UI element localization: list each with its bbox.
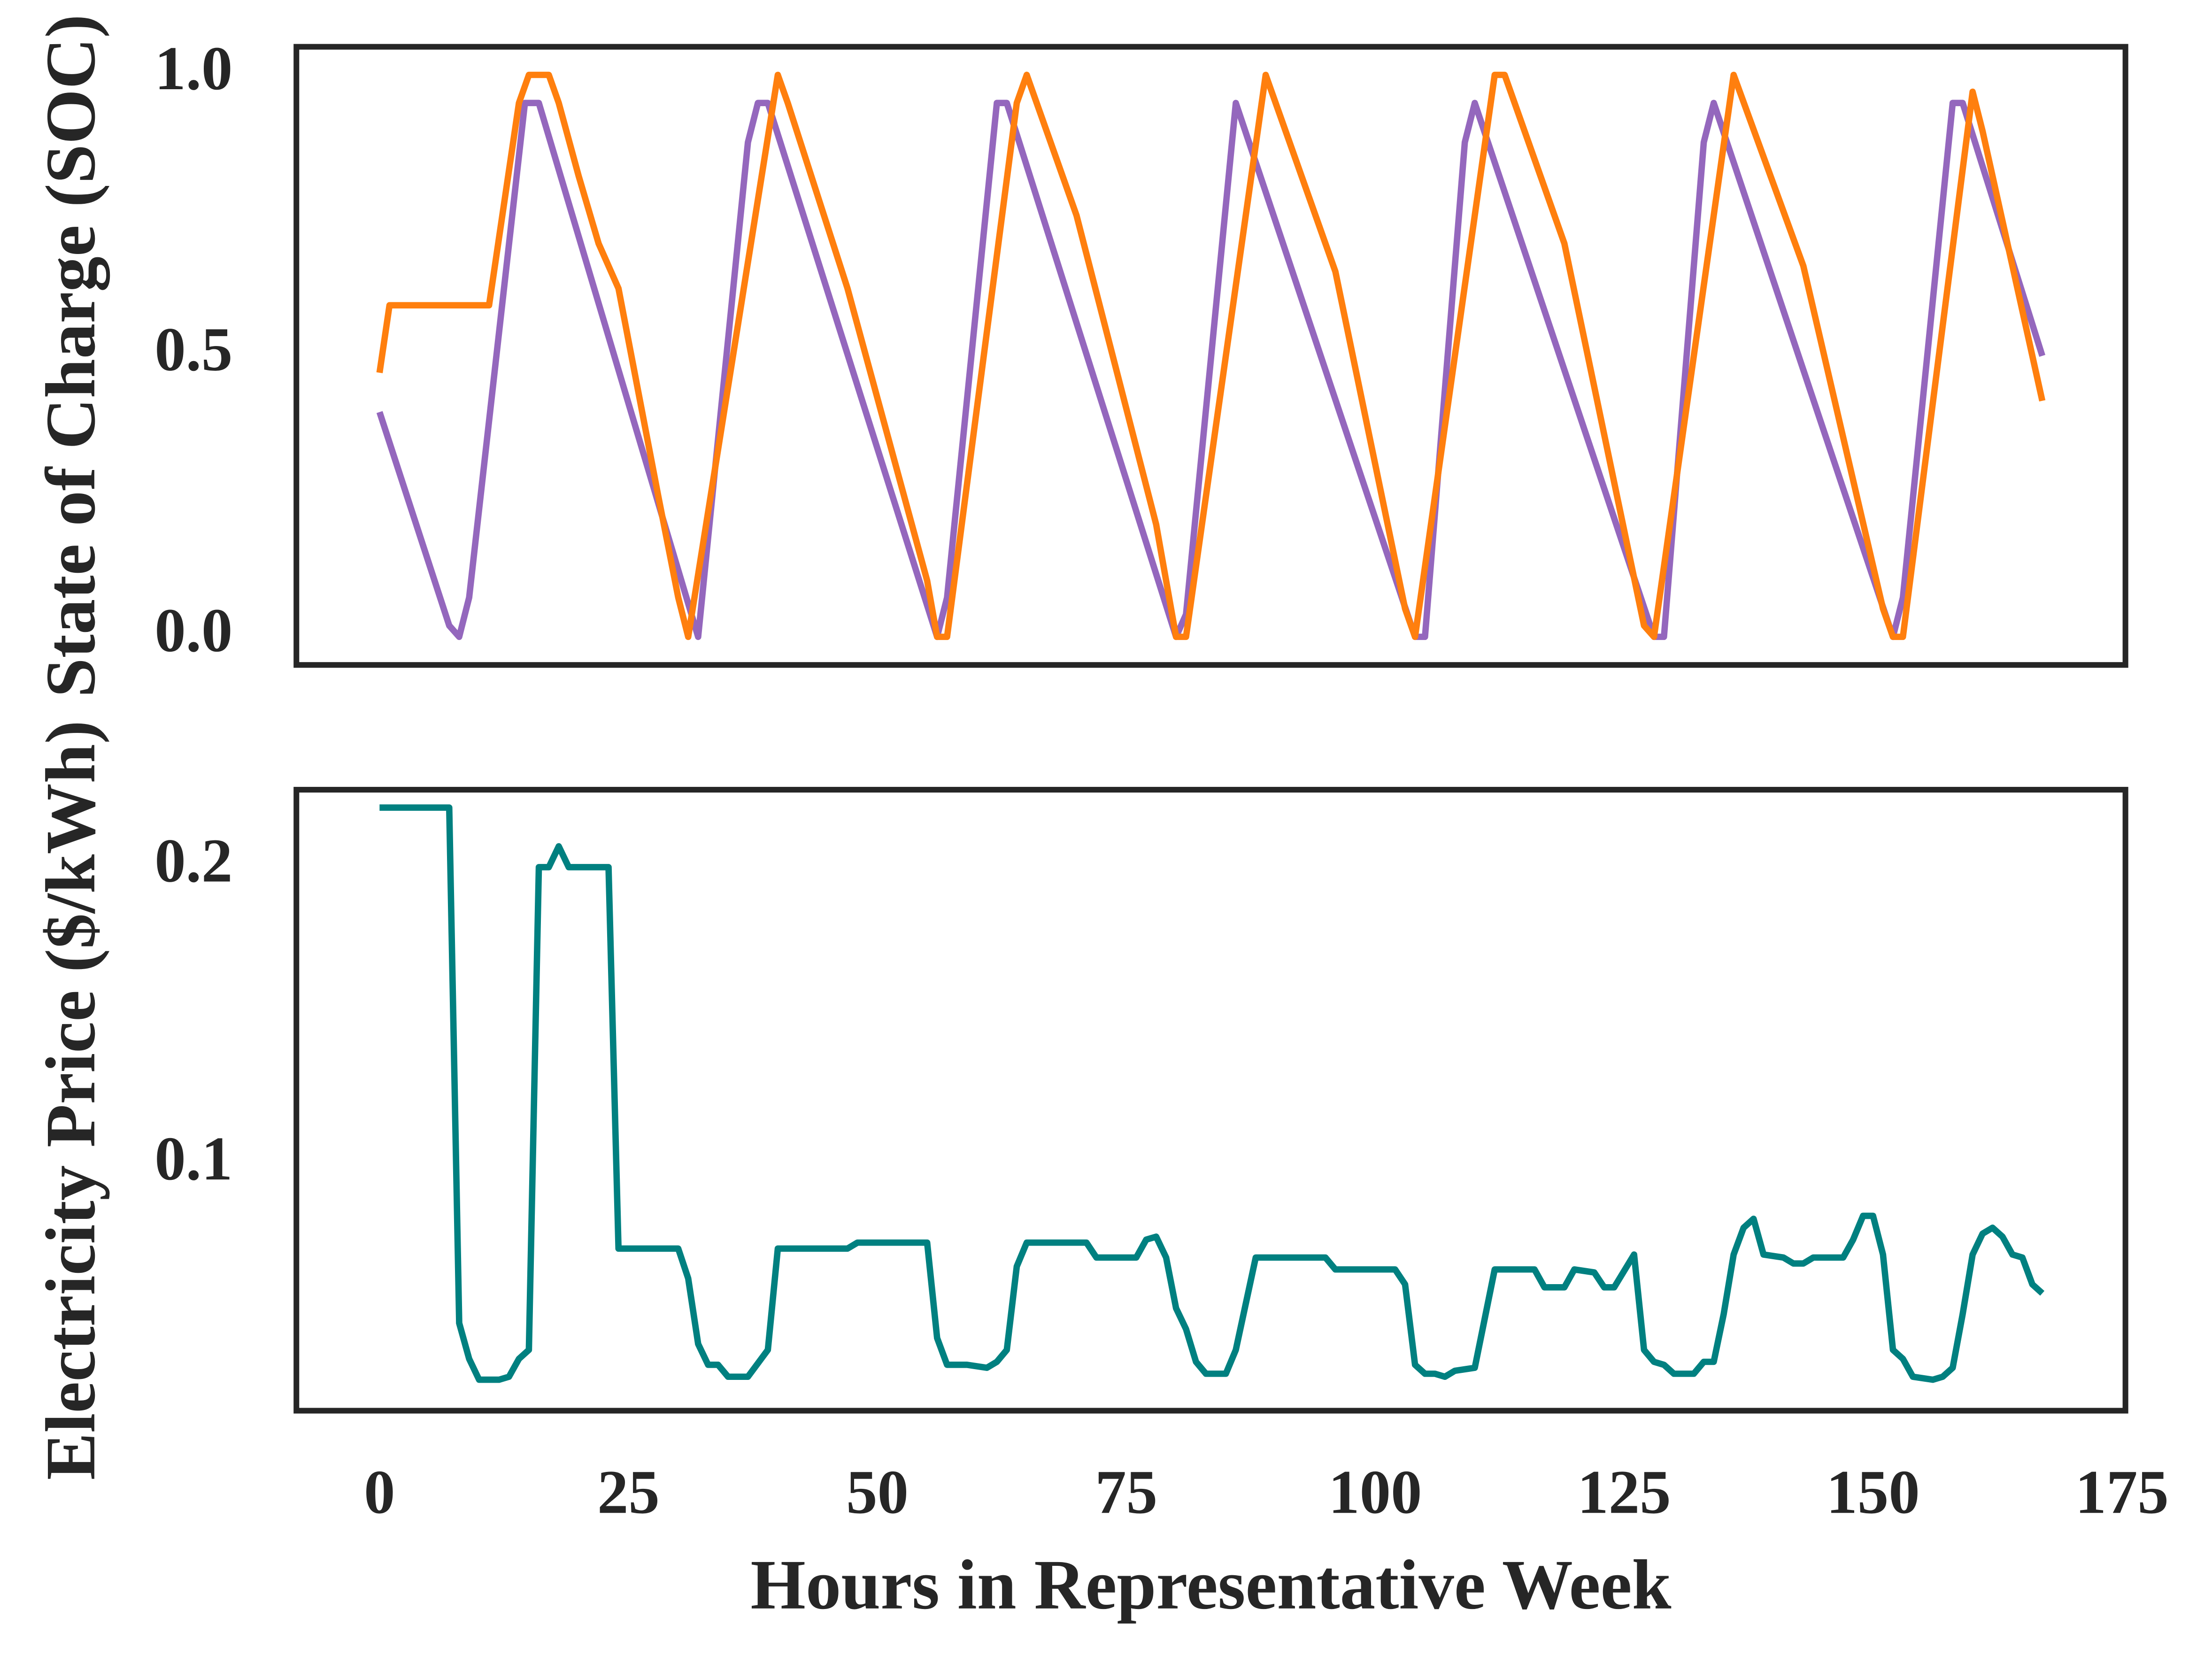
series-line [379, 804, 2045, 1383]
y-axis-label: Electricity Price ($/kWh) [31, 720, 110, 1480]
x-tick-label: 100 [1328, 1457, 1422, 1526]
axes-frame [293, 44, 2128, 668]
y-tick-label: 0.2 [154, 826, 232, 895]
x-tick-label: 125 [1577, 1457, 1671, 1526]
x-tick-label: 25 [597, 1457, 660, 1526]
x-tick-label: 0 [364, 1457, 395, 1526]
y-tick-label: 0.5 [154, 315, 232, 384]
y-tick-label: 0.0 [154, 596, 232, 665]
x-tick-label: 150 [1826, 1457, 1919, 1526]
x-tick-label: 50 [846, 1457, 909, 1526]
y-tick-label: 0.1 [154, 1124, 232, 1193]
axes-frame [293, 786, 2128, 1414]
x-tick-label: 175 [2075, 1457, 2169, 1526]
series-line [376, 100, 2046, 640]
series-line [376, 71, 2046, 640]
x-axis-label: Hours in Representative Week [750, 1545, 1671, 1624]
y-axis-label: State of Charge (SOC) [31, 14, 110, 697]
y-tick-label: 1.0 [154, 34, 232, 103]
x-tick-label: 75 [1095, 1457, 1157, 1526]
